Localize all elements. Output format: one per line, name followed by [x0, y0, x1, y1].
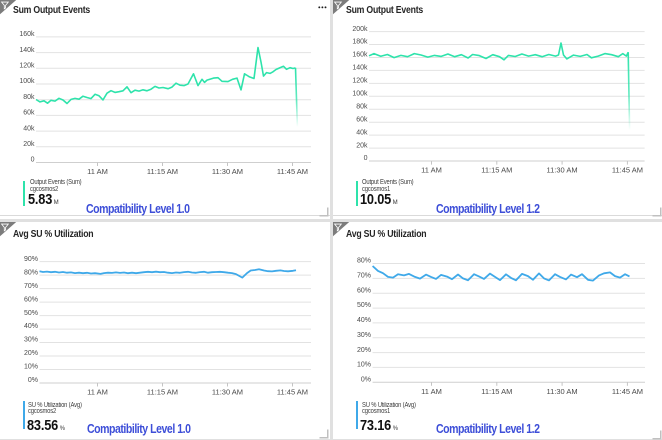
svg-text:11 AM: 11 AM — [421, 387, 442, 396]
svg-text:40%: 40% — [357, 317, 371, 324]
svg-text:0%: 0% — [361, 377, 371, 384]
svg-text:11 AM: 11 AM — [87, 388, 108, 397]
svg-text:20%: 20% — [357, 347, 371, 354]
svg-text:90%: 90% — [24, 256, 38, 263]
svg-text:11:30 AM: 11:30 AM — [212, 388, 243, 397]
svg-text:160k: 160k — [19, 31, 35, 38]
svg-text:160k: 160k — [352, 52, 368, 59]
svg-text:20k: 20k — [356, 142, 368, 149]
svg-text:30%: 30% — [24, 337, 38, 344]
svg-text:11:15 AM: 11:15 AM — [481, 165, 512, 174]
svg-text:0: 0 — [31, 157, 35, 164]
svg-text:60k: 60k — [23, 110, 35, 117]
svg-text:10%: 10% — [357, 362, 371, 369]
svg-text:10%: 10% — [24, 364, 38, 371]
svg-text:11:15 AM: 11:15 AM — [147, 388, 178, 397]
svg-text:120k: 120k — [352, 78, 368, 85]
svg-text:140k: 140k — [19, 47, 35, 54]
svg-text:40k: 40k — [23, 125, 35, 132]
svg-text:200k: 200k — [352, 26, 368, 33]
svg-text:80%: 80% — [24, 269, 38, 276]
svg-text:11:30 AM: 11:30 AM — [547, 387, 578, 396]
svg-text:50%: 50% — [24, 310, 38, 317]
svg-text:11:45 AM: 11:45 AM — [277, 388, 308, 397]
svg-text:60%: 60% — [24, 296, 38, 303]
svg-text:60k: 60k — [356, 116, 368, 123]
svg-text:60%: 60% — [357, 287, 371, 294]
svg-text:30%: 30% — [357, 332, 371, 339]
svg-text:80k: 80k — [23, 94, 35, 101]
svg-text:0%: 0% — [28, 377, 38, 384]
svg-text:70%: 70% — [24, 283, 38, 290]
svg-text:180k: 180k — [352, 39, 368, 46]
svg-text:11:30 AM: 11:30 AM — [547, 165, 578, 174]
svg-text:50%: 50% — [357, 302, 371, 309]
svg-text:100k: 100k — [352, 91, 368, 98]
svg-text:80%: 80% — [357, 258, 371, 265]
svg-text:40k: 40k — [356, 129, 368, 136]
svg-text:40%: 40% — [24, 323, 38, 330]
svg-text:80k: 80k — [356, 103, 368, 110]
svg-text:11:15 AM: 11:15 AM — [481, 387, 512, 396]
svg-text:11 AM: 11 AM — [421, 165, 442, 174]
svg-text:20k: 20k — [23, 141, 35, 148]
svg-text:100k: 100k — [19, 78, 35, 85]
svg-text:0: 0 — [364, 155, 368, 162]
svg-text:11:30 AM: 11:30 AM — [212, 167, 243, 176]
svg-text:11:15 AM: 11:15 AM — [147, 167, 178, 176]
svg-text:140k: 140k — [352, 65, 368, 72]
svg-text:11 AM: 11 AM — [87, 167, 108, 176]
svg-text:11:45 AM: 11:45 AM — [612, 387, 643, 396]
svg-text:11:45 AM: 11:45 AM — [612, 165, 643, 174]
svg-text:20%: 20% — [24, 350, 38, 357]
svg-text:70%: 70% — [357, 273, 371, 280]
svg-text:11:45 AM: 11:45 AM — [277, 167, 308, 176]
svg-text:120k: 120k — [19, 63, 35, 70]
